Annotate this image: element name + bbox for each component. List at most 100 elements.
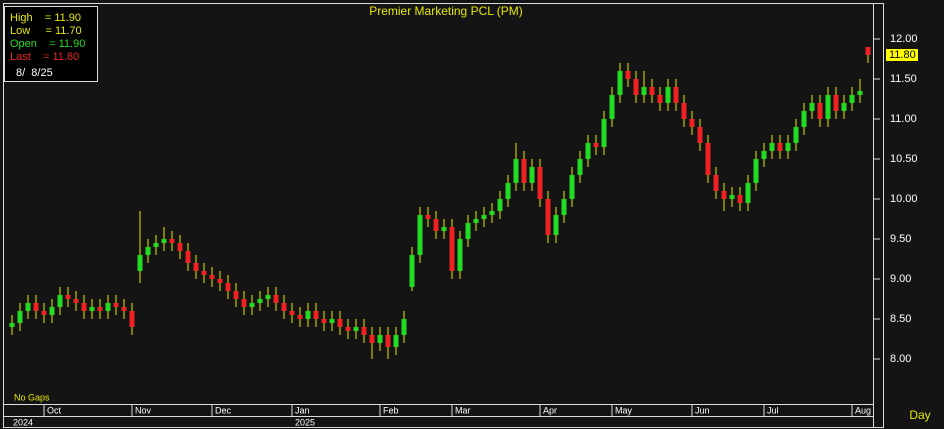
candle-body: [521, 159, 527, 183]
candle-body: [257, 299, 263, 303]
candle-body: [297, 315, 303, 319]
candle-body: [81, 303, 87, 311]
candle-body: [457, 239, 463, 271]
candle-body: [361, 327, 367, 335]
candle-body: [857, 91, 863, 95]
info-box: [4, 6, 98, 82]
x-tick-label: Oct: [47, 405, 62, 415]
candle-body: [433, 219, 439, 231]
candle-body: [145, 247, 151, 255]
candle-body: [201, 271, 207, 275]
candle-body: [545, 199, 551, 235]
candle-body: [153, 243, 159, 247]
candle-body: [713, 175, 719, 191]
candle-body: [273, 295, 279, 303]
candle-body: [249, 303, 255, 307]
info-row: Low = 11.70: [10, 25, 82, 37]
candle-body: [113, 303, 119, 307]
candle-body: [289, 311, 295, 315]
candle-body: [345, 327, 351, 331]
candle-body: [705, 143, 711, 175]
candle-body: [353, 327, 359, 331]
x-tick-label: Jan: [295, 405, 310, 415]
candle-body: [681, 103, 687, 119]
candle-body: [177, 243, 183, 251]
candle-body: [761, 151, 767, 159]
candle-body: [673, 87, 679, 103]
candle-body: [865, 47, 871, 55]
candle-body: [169, 239, 175, 243]
y-tick-label: 11.00: [890, 113, 917, 125]
candle-body: [441, 227, 447, 231]
candle-body: [217, 279, 223, 283]
candle-body: [689, 119, 695, 127]
candle-body: [577, 159, 583, 175]
y-tick-label: 11.50: [890, 73, 917, 85]
last-price-label: 11.80: [889, 49, 916, 61]
candle-body: [641, 87, 647, 95]
candle-body: [409, 255, 415, 287]
candle-body: [417, 215, 423, 255]
candle-body: [265, 295, 271, 299]
candle-body: [225, 283, 231, 291]
candle-body: [529, 167, 535, 183]
y-tick-label: 10.00: [890, 193, 918, 205]
candle-body: [817, 103, 823, 119]
candle-body: [57, 295, 63, 307]
period: Day: [909, 408, 930, 422]
candle-body: [385, 335, 391, 347]
candle-body: [497, 199, 503, 211]
candle-body: [185, 251, 191, 263]
candle-body: [73, 299, 79, 303]
x-tick-label: Nov: [135, 405, 152, 415]
candle-body: [793, 127, 799, 143]
candle-body: [849, 95, 855, 103]
gap-note: No Gaps: [14, 392, 50, 402]
candle-body: [721, 191, 727, 199]
candle-body: [425, 215, 431, 219]
candle-body: [305, 311, 311, 319]
info-row: Last = 11.80: [10, 51, 79, 63]
x-tick-label: Mar: [455, 405, 471, 415]
candle-body: [465, 223, 471, 239]
candle-body: [89, 307, 95, 311]
candle-body: [665, 87, 671, 103]
candle-body: [449, 227, 455, 271]
candle-body: [473, 219, 479, 223]
candle-body: [233, 291, 239, 299]
candle-body: [41, 311, 47, 315]
candle-body: [137, 255, 143, 271]
candle-body: [841, 103, 847, 111]
candle-body: [17, 311, 23, 323]
y-tick-label: 10.50: [890, 153, 918, 165]
candle-body: [777, 143, 783, 151]
x-tick-label: Feb: [383, 405, 399, 415]
candle-body: [593, 143, 599, 147]
candle-body: [801, 111, 807, 127]
candle-body: [537, 167, 543, 199]
candle-body: [25, 303, 31, 311]
candle-body: [561, 199, 567, 215]
x-tick-label: Jul: [767, 405, 779, 415]
y-tick-label: 8.00: [890, 353, 911, 365]
candle-body: [489, 211, 495, 215]
chart-title: Premier Marketing PCL (PM): [369, 4, 523, 18]
candle-body: [649, 87, 655, 95]
candle-body: [769, 143, 775, 151]
candle-body: [569, 175, 575, 199]
info-row: High = 11.90: [10, 12, 81, 24]
candle-body: [369, 335, 375, 343]
candle-body: [9, 323, 15, 327]
axis-frame: [873, 3, 884, 428]
candle-body: [633, 79, 639, 95]
candle-body: [657, 95, 663, 103]
candle-body: [97, 307, 103, 311]
y-tick-label: 8.50: [890, 313, 911, 325]
candle-body: [745, 183, 751, 203]
candle-body: [737, 195, 743, 203]
candle-body: [481, 215, 487, 219]
candle-body: [161, 239, 167, 243]
candle-body: [193, 263, 199, 271]
